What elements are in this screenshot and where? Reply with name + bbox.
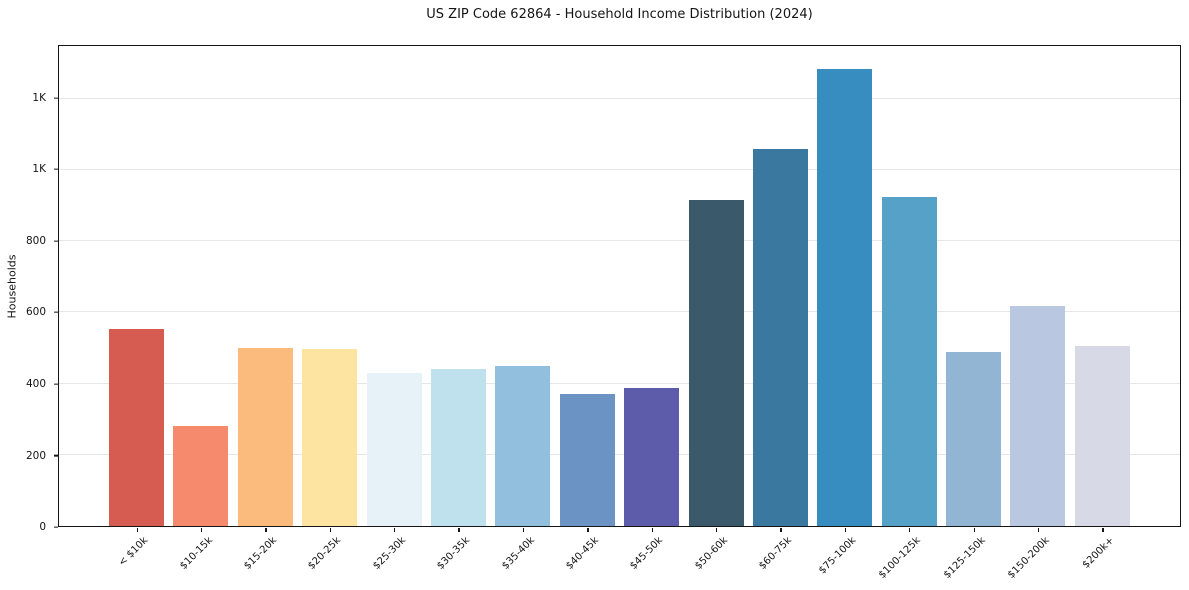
gridline bbox=[59, 97, 1180, 99]
y-tick-mark bbox=[53, 97, 58, 99]
x-tick-mark bbox=[909, 527, 911, 532]
bar-$125-150k bbox=[946, 351, 1002, 526]
bar-$35-40k bbox=[495, 366, 551, 526]
bar-slot: $45-50k bbox=[624, 46, 680, 572]
bar-$20-25k bbox=[302, 349, 358, 526]
gridline bbox=[59, 168, 1180, 170]
x-tick-label: $40-45k bbox=[564, 535, 602, 572]
y-tick-mark bbox=[53, 240, 58, 242]
x-tick-mark bbox=[587, 527, 589, 532]
x-tick-mark bbox=[1037, 527, 1040, 532]
x-tick-mark bbox=[1102, 527, 1104, 532]
x-tick-label: $35-40k bbox=[499, 535, 537, 572]
y-tick-mark bbox=[53, 168, 58, 171]
gridline bbox=[59, 311, 1180, 313]
bar-$40-45k bbox=[559, 393, 615, 526]
x-tick-mark bbox=[265, 527, 267, 532]
x-tick-label: $10-15k bbox=[177, 535, 215, 572]
bar-slot: $125-150k bbox=[941, 46, 1002, 581]
bar-slot: $100-125k bbox=[877, 46, 937, 581]
x-tick-label: $200k+ bbox=[1080, 535, 1117, 571]
bar-slot: $75-100k bbox=[817, 46, 873, 576]
y-axis-ticks: 0 200 400 600 800 1K 1K bbox=[0, 45, 58, 533]
x-tick-mark bbox=[973, 527, 975, 532]
bar-slot: $150-200k bbox=[1006, 46, 1066, 581]
bar-slot: $20-25k bbox=[302, 46, 358, 572]
y-tick-label: 0 bbox=[39, 521, 46, 533]
x-tick-label: $15-20k bbox=[242, 535, 280, 572]
x-tick-label: $25-30k bbox=[370, 535, 408, 572]
bar-slot: $30-35k bbox=[430, 46, 486, 572]
x-tick-mark bbox=[780, 527, 782, 532]
y-tick-mark bbox=[53, 383, 58, 385]
x-tick-mark bbox=[136, 527, 138, 532]
bar-$100-125k bbox=[881, 197, 937, 526]
bar-$15-20k bbox=[237, 347, 293, 526]
y-tick-mark bbox=[53, 311, 58, 314]
bar-slot: $10-15k bbox=[173, 46, 229, 572]
bar-< $10k bbox=[109, 328, 164, 526]
x-tick-label: $125-150k bbox=[941, 535, 988, 581]
y-tick-label: 1K bbox=[32, 163, 46, 176]
bar-$200k+ bbox=[1074, 345, 1130, 526]
x-tick-label: $20-25k bbox=[306, 535, 344, 572]
y-tick-label: 400 bbox=[25, 377, 46, 390]
y-tick-label: 800 bbox=[25, 234, 46, 247]
x-tick-mark bbox=[522, 527, 525, 532]
bar-slot: < $10k bbox=[109, 46, 164, 569]
bars: < $10k $10-15k $15-20k $20-25k $25-30k $30-35… bbox=[59, 46, 1180, 581]
chart-title: US ZIP Code 62864 - Household Income Dis… bbox=[426, 7, 813, 22]
y-tick-label: 1K bbox=[32, 91, 46, 104]
x-tick-label: $60-75k bbox=[757, 535, 795, 572]
y-tick-label: 600 bbox=[25, 306, 46, 319]
x-tick-label: $100-125k bbox=[877, 535, 923, 581]
bar-slot: $200k+ bbox=[1074, 46, 1130, 571]
x-tick-label: $50-60k bbox=[692, 535, 730, 572]
bar-$30-35k bbox=[430, 369, 486, 526]
x-tick-mark bbox=[651, 527, 653, 532]
bar-$75-100k bbox=[817, 68, 873, 526]
gridline bbox=[59, 382, 1180, 384]
bar-$45-50k bbox=[624, 387, 680, 526]
bar-$10-15k bbox=[173, 425, 229, 526]
gridline bbox=[59, 240, 1180, 242]
x-tick-label: $30-35k bbox=[435, 535, 473, 572]
x-tick-mark bbox=[394, 527, 396, 532]
x-tick-mark bbox=[716, 527, 718, 532]
x-tick-label: $75-100k bbox=[817, 535, 859, 577]
x-tick-mark bbox=[200, 527, 203, 532]
bar-$25-30k bbox=[366, 372, 422, 526]
bar-$150-200k bbox=[1010, 306, 1066, 526]
y-tick-mark bbox=[53, 454, 58, 457]
bar-slot: $50-60k bbox=[688, 46, 744, 572]
x-tick-label: < $10k bbox=[116, 535, 151, 569]
x-tick-label: $150-200k bbox=[1005, 535, 1052, 581]
bar-$50-60k bbox=[688, 199, 744, 526]
bar-slot: $15-20k bbox=[237, 46, 293, 572]
y-tick-mark bbox=[53, 526, 58, 528]
x-tick-mark bbox=[844, 527, 847, 532]
gridline bbox=[59, 453, 1180, 455]
x-tick-mark bbox=[329, 527, 331, 532]
bar-slot: $40-45k bbox=[559, 46, 615, 572]
bar-$60-75k bbox=[752, 148, 808, 526]
y-tick-label: 200 bbox=[25, 449, 46, 462]
x-tick-mark bbox=[458, 527, 460, 532]
bar-slot: $25-30k bbox=[366, 46, 422, 572]
x-tick-label: $45-50k bbox=[628, 535, 666, 572]
bar-slot: $60-75k bbox=[752, 46, 808, 572]
bar-slot: $35-40k bbox=[495, 46, 551, 572]
plot-area: < $10k $10-15k $15-20k $20-25k $25-30k $30-35… bbox=[58, 45, 1181, 581]
